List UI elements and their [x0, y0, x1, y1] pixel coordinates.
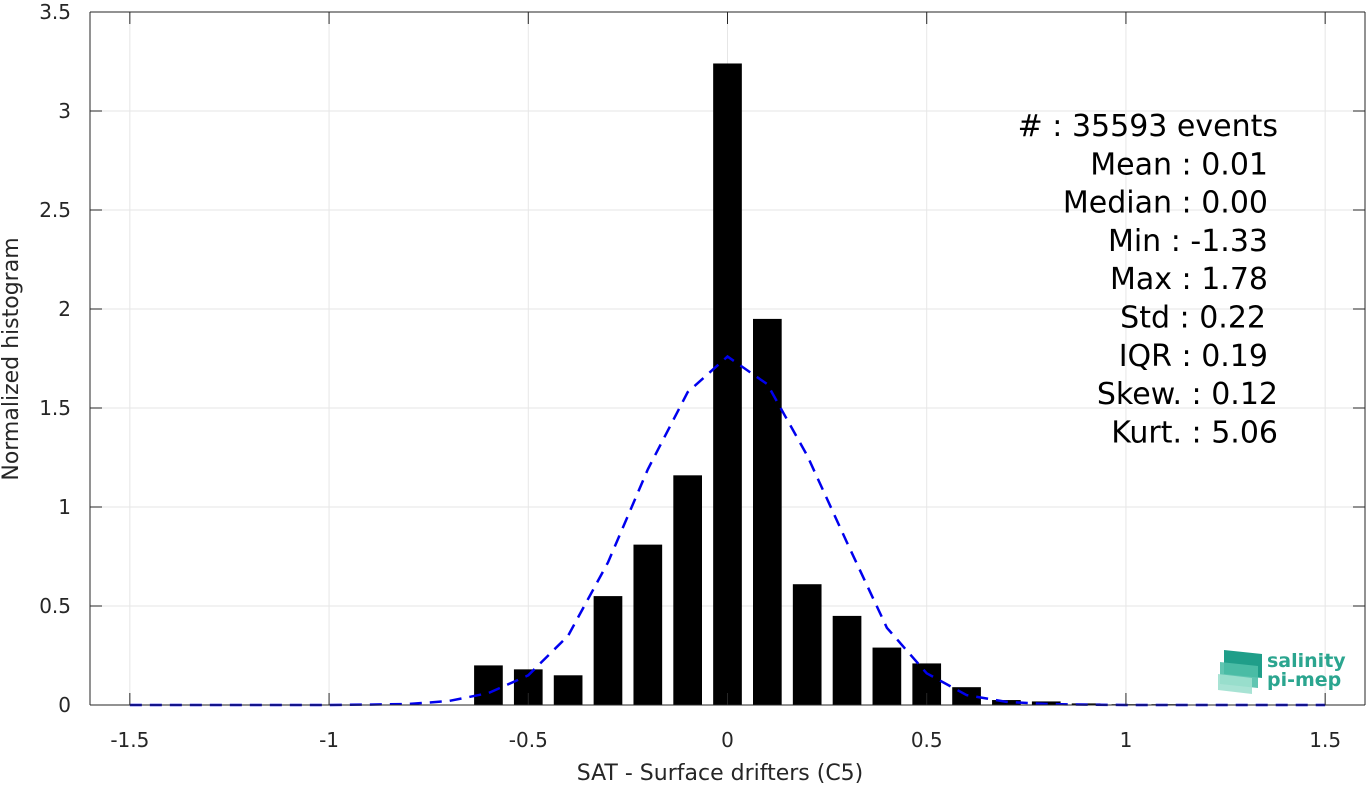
stat-line-7: Skew. : 0.12 — [1097, 377, 1278, 412]
stat-line-3: Min : -1.33 — [1108, 224, 1268, 259]
histogram-bar-6 — [713, 63, 742, 706]
y-tick-label-4: 2 — [58, 297, 71, 321]
y-tick-label-7: 3.5 — [39, 0, 71, 24]
y-tick-label-2: 1 — [58, 495, 71, 519]
histogram-bar-5 — [673, 475, 702, 705]
y-tick-label-0: 0 — [58, 693, 71, 717]
tick-labels: -1.5 -1 -0.5 0 0.5 1 1.5 0 0.5 1 1.5 2 2.5 3 3.5 — [39, 0, 1341, 752]
x-tick-label-3: 0 — [721, 728, 734, 752]
y-tick-label-1: 0.5 — [39, 594, 71, 618]
logo-wave-icon — [1218, 650, 1262, 694]
histogram-bar-2 — [553, 675, 583, 705]
y-tick-label-6: 3 — [58, 99, 71, 123]
histogram-bar-7 — [753, 318, 782, 705]
stat-line-4: Max : 1.78 — [1110, 262, 1268, 297]
histogram-bar-10 — [872, 647, 902, 705]
logo-text-salinity: salinity — [1267, 650, 1346, 672]
stat-line-1: Mean : 0.01 — [1090, 147, 1268, 182]
y-tick-label-5: 2.5 — [39, 198, 71, 222]
stat-line-2: Median : 0.00 — [1063, 186, 1268, 221]
histogram-bar-3 — [593, 596, 623, 705]
histogram-bars — [474, 63, 1181, 706]
histogram-bar-4 — [633, 544, 663, 705]
y-axis-label: Normalized histogram — [0, 237, 24, 480]
stat-line-6: IQR : 0.19 — [1119, 339, 1268, 374]
stat-line-8: Kurt. : 5.06 — [1111, 415, 1278, 450]
stat-line-0: # : 35593 events — [1018, 109, 1278, 144]
histogram-bar-0 — [474, 665, 503, 705]
x-tick-label-0: -1.5 — [110, 728, 149, 752]
logo-text-pi-mep: pi-mep — [1267, 669, 1341, 691]
salinity-pi-mep-logo: salinity pi-mep — [1218, 650, 1346, 694]
histogram-bar-8 — [792, 584, 822, 705]
x-tick-label-2: -0.5 — [509, 728, 548, 752]
x-tick-label-1: -1 — [319, 728, 339, 752]
axes — [89, 11, 1366, 706]
stat-line-5: Std : 0.22 — [1120, 301, 1266, 336]
x-tick-label-5: 1 — [1120, 728, 1133, 752]
x-axis-label: SAT - Surface drifters (C5) — [577, 761, 864, 785]
x-tick-label-4: 0.5 — [911, 728, 943, 752]
x-tick-label-6: 1.5 — [1309, 728, 1341, 752]
y-tick-label-3: 1.5 — [39, 396, 71, 420]
histogram-bar-9 — [832, 615, 862, 705]
